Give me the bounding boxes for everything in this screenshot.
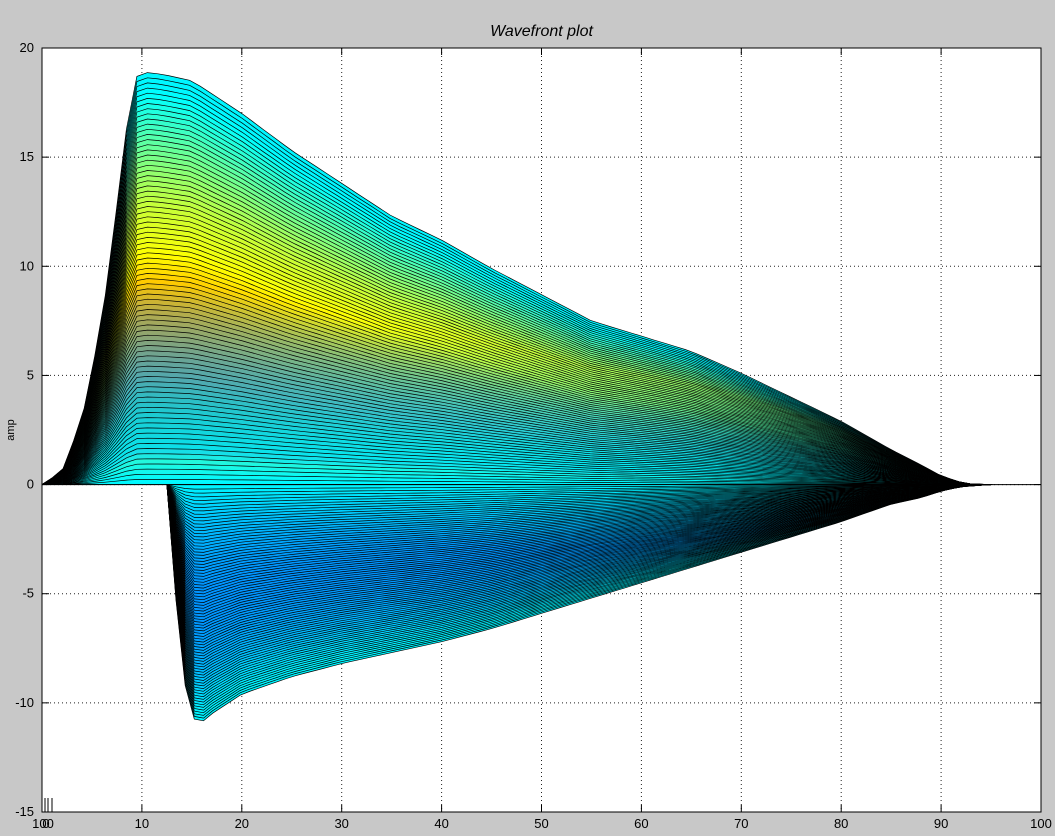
y-axis-label: amp xyxy=(5,419,17,440)
wavefront-slice-upper xyxy=(41,479,993,485)
x-tick-label: 20 xyxy=(235,816,249,831)
x-tick-labels: 10 20 30 40 50 60 70 80 90 100 xyxy=(135,816,1052,831)
chart-title: Wavefront plot xyxy=(490,23,593,40)
y-tick-label: 10 xyxy=(20,258,34,273)
wavefront-slice-lower xyxy=(166,484,993,490)
y-tick-label: -10 xyxy=(15,695,34,710)
x-tick-label: 70 xyxy=(734,816,748,831)
ticks xyxy=(42,47,1042,813)
x-origin-tick-label-overlap: 100 xyxy=(32,816,54,831)
x-tick-label: 50 xyxy=(534,816,548,831)
x-tick-label: 90 xyxy=(934,816,948,831)
wavefront-slices xyxy=(41,72,993,722)
y-tick-labels: -15 -10 -5 0 5 10 15 20 xyxy=(15,40,34,819)
x-tick-label: 40 xyxy=(434,816,448,831)
x-origin-tick-label: 0 xyxy=(42,816,49,831)
y-tick-label: -5 xyxy=(22,586,34,601)
y-tick-label: 20 xyxy=(20,40,34,55)
y-tick-label: 5 xyxy=(27,367,34,382)
x-tick-label: 100 xyxy=(1030,816,1052,831)
x-tick-label: 80 xyxy=(834,816,848,831)
y-tick-label: -15 xyxy=(15,804,34,819)
x-tick-label: 30 xyxy=(334,816,348,831)
wavefront-slice xyxy=(41,479,993,490)
x-tick-label: 60 xyxy=(634,816,648,831)
y-tick-label: 15 xyxy=(20,149,34,164)
x-tick-label: 10 xyxy=(135,816,149,831)
y-tick-label: 0 xyxy=(27,477,34,492)
